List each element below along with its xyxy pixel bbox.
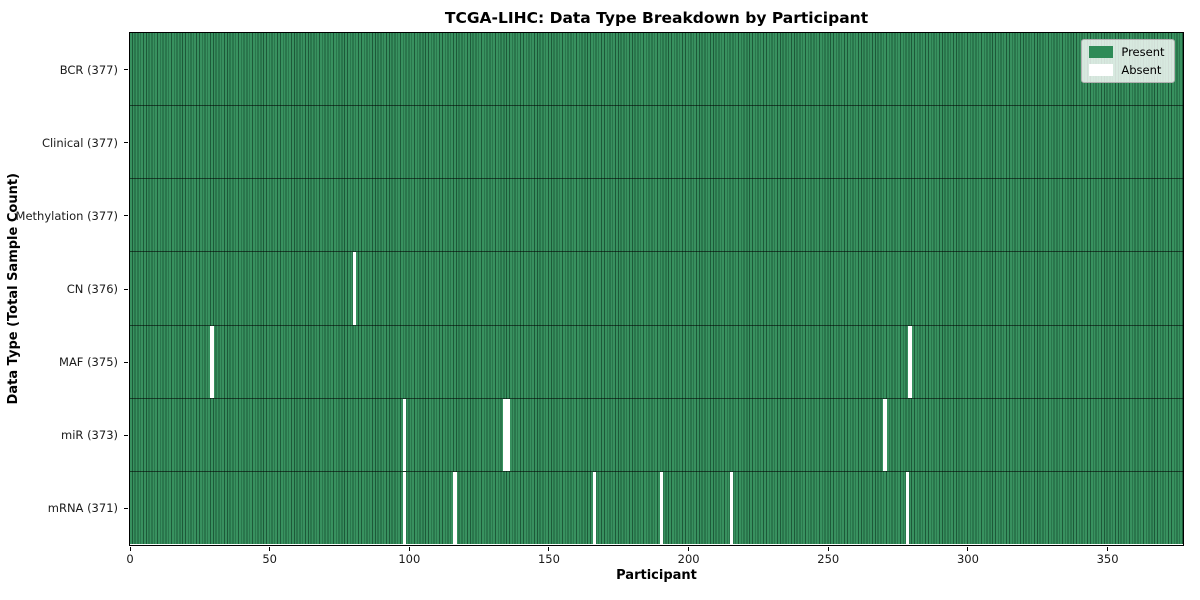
- absent-cell: [453, 472, 457, 545]
- absent-cell: [503, 398, 507, 472]
- heatmap-rows: [129, 32, 1183, 545]
- x-tick-label: 250: [817, 552, 840, 566]
- heatmap-row-MAF: [129, 325, 1183, 399]
- legend-swatch-absent: [1089, 63, 1114, 76]
- absent-cell: [659, 472, 664, 545]
- chart-title: TCGA-LIHC: Data Type Breakdown by Partic…: [444, 9, 869, 27]
- absent-cell: [506, 398, 510, 472]
- absent-cell: [883, 398, 887, 472]
- x-tick-mark: [269, 546, 271, 551]
- plot-area: Present Absent: [128, 31, 1184, 546]
- x-tick-mark: [827, 546, 829, 551]
- y-tick-label-MAF: MAF (375): [59, 355, 118, 370]
- x-tick-mark: [967, 546, 969, 551]
- x-tick-label: 100: [398, 552, 421, 566]
- x-tick-mark: [129, 546, 131, 551]
- legend: Present Absent: [1081, 38, 1175, 83]
- x-tick-label: 50: [262, 552, 277, 566]
- absent-cell: [592, 472, 597, 545]
- absent-cell: [352, 252, 357, 325]
- absent-cell: [729, 472, 734, 545]
- absent-cell: [210, 325, 214, 398]
- heatmap-row-CN: [129, 252, 1183, 326]
- x-tick-label: 300: [956, 552, 979, 566]
- y-axis-ticks: BCR (377) Clinical (377) Methylation (377)…: [0, 33, 128, 545]
- x-tick-mark: [548, 546, 550, 551]
- x-tick-label: 350: [1096, 552, 1119, 566]
- y-tick-label-CN: CN (376): [66, 282, 118, 296]
- x-tick-label: 200: [677, 552, 700, 566]
- y-tick-mark: [124, 69, 128, 71]
- absent-cell: [402, 472, 407, 545]
- heatmap-row-mRNA: [129, 472, 1183, 545]
- absent-cell: [402, 398, 407, 472]
- heatmap-row-Methylation: [129, 179, 1183, 253]
- y-tick-mark: [124, 215, 128, 217]
- legend-label: Absent: [1121, 62, 1162, 77]
- x-tick-mark: [1107, 546, 1109, 551]
- x-axis-label: Participant: [616, 568, 697, 583]
- y-tick-mark: [124, 507, 128, 509]
- x-axis-ticks: 0 50 100 150 200 250 300 350: [126, 545, 1183, 585]
- y-tick-label-mRNA: mRNA (371): [47, 501, 118, 516]
- legend-item-present: Present: [1089, 44, 1165, 59]
- heatmap-row-Clinical: [129, 105, 1183, 180]
- y-tick-label-Clinical: Clinical (377): [41, 135, 118, 150]
- absent-cell: [908, 325, 912, 398]
- x-tick-mark: [408, 546, 410, 551]
- y-tick-label-BCR: BCR (377): [59, 62, 118, 77]
- x-tick-label: 150: [537, 552, 560, 566]
- y-tick-mark: [124, 142, 128, 144]
- absent-cell: [905, 472, 910, 545]
- x-tick-mark: [688, 546, 690, 551]
- y-tick-mark: [124, 361, 128, 363]
- heatmap-row-miR: [129, 398, 1183, 473]
- y-tick-mark: [124, 434, 128, 436]
- y-tick-label-miR: miR (373): [61, 428, 118, 443]
- legend-label: Present: [1121, 44, 1165, 59]
- heatmap-row-BCR: [129, 32, 1183, 106]
- legend-item-absent: Absent: [1089, 63, 1164, 77]
- legend-swatch-present: [1089, 45, 1114, 58]
- y-tick-label-Methylation: Methylation (377): [15, 208, 118, 223]
- x-tick-label: 0: [126, 552, 134, 566]
- y-tick-mark: [124, 288, 128, 290]
